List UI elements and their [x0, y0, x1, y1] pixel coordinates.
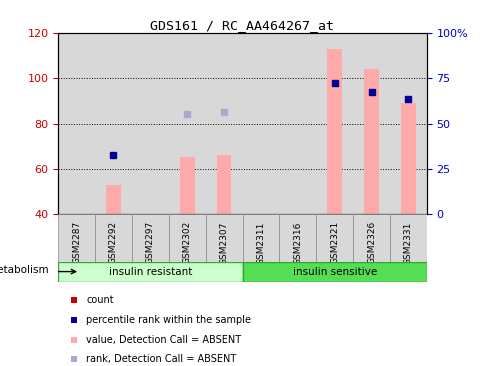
Bar [363, 69, 378, 214]
Bar [58, 214, 95, 262]
Text: insulin resistant: insulin resistant [108, 267, 192, 277]
Text: metabolism: metabolism [0, 265, 48, 275]
Text: GSM2331: GSM2331 [403, 221, 412, 265]
Bar [180, 157, 194, 214]
Bar [279, 214, 316, 262]
Bar [168, 33, 205, 214]
Bar [242, 262, 426, 282]
Bar [168, 214, 205, 262]
Bar [58, 33, 95, 214]
Bar [205, 214, 242, 262]
Text: value, Detection Call = ABSENT: value, Detection Call = ABSENT [86, 335, 241, 345]
Text: GSM2316: GSM2316 [293, 221, 302, 265]
Bar [95, 33, 132, 214]
Bar [132, 33, 168, 214]
Text: GSM2302: GSM2302 [182, 221, 191, 265]
Bar [316, 33, 352, 214]
Text: GSM2297: GSM2297 [146, 221, 154, 265]
Text: percentile rank within the sample: percentile rank within the sample [86, 315, 251, 325]
Text: GSM2326: GSM2326 [366, 221, 375, 265]
Bar [58, 262, 242, 282]
Bar [352, 214, 389, 262]
Bar [400, 103, 415, 214]
Bar [132, 214, 168, 262]
Bar [389, 214, 426, 262]
Text: GSM2287: GSM2287 [72, 221, 81, 265]
Bar [352, 33, 389, 214]
Bar [95, 214, 132, 262]
Text: insulin sensitive: insulin sensitive [292, 267, 376, 277]
Text: count: count [86, 295, 114, 305]
Title: GDS161 / RC_AA464267_at: GDS161 / RC_AA464267_at [150, 19, 334, 32]
Bar [242, 214, 279, 262]
Text: rank, Detection Call = ABSENT: rank, Detection Call = ABSENT [86, 354, 236, 365]
Bar [106, 185, 121, 214]
Text: GSM2321: GSM2321 [330, 221, 338, 265]
Bar [327, 49, 341, 214]
Text: GSM2292: GSM2292 [109, 221, 118, 264]
Text: GSM2307: GSM2307 [219, 221, 228, 265]
Bar [279, 33, 316, 214]
Bar [389, 33, 426, 214]
Text: GSM2311: GSM2311 [256, 221, 265, 265]
Bar [316, 214, 352, 262]
Bar [216, 155, 231, 214]
Bar [205, 33, 242, 214]
Bar [242, 33, 279, 214]
